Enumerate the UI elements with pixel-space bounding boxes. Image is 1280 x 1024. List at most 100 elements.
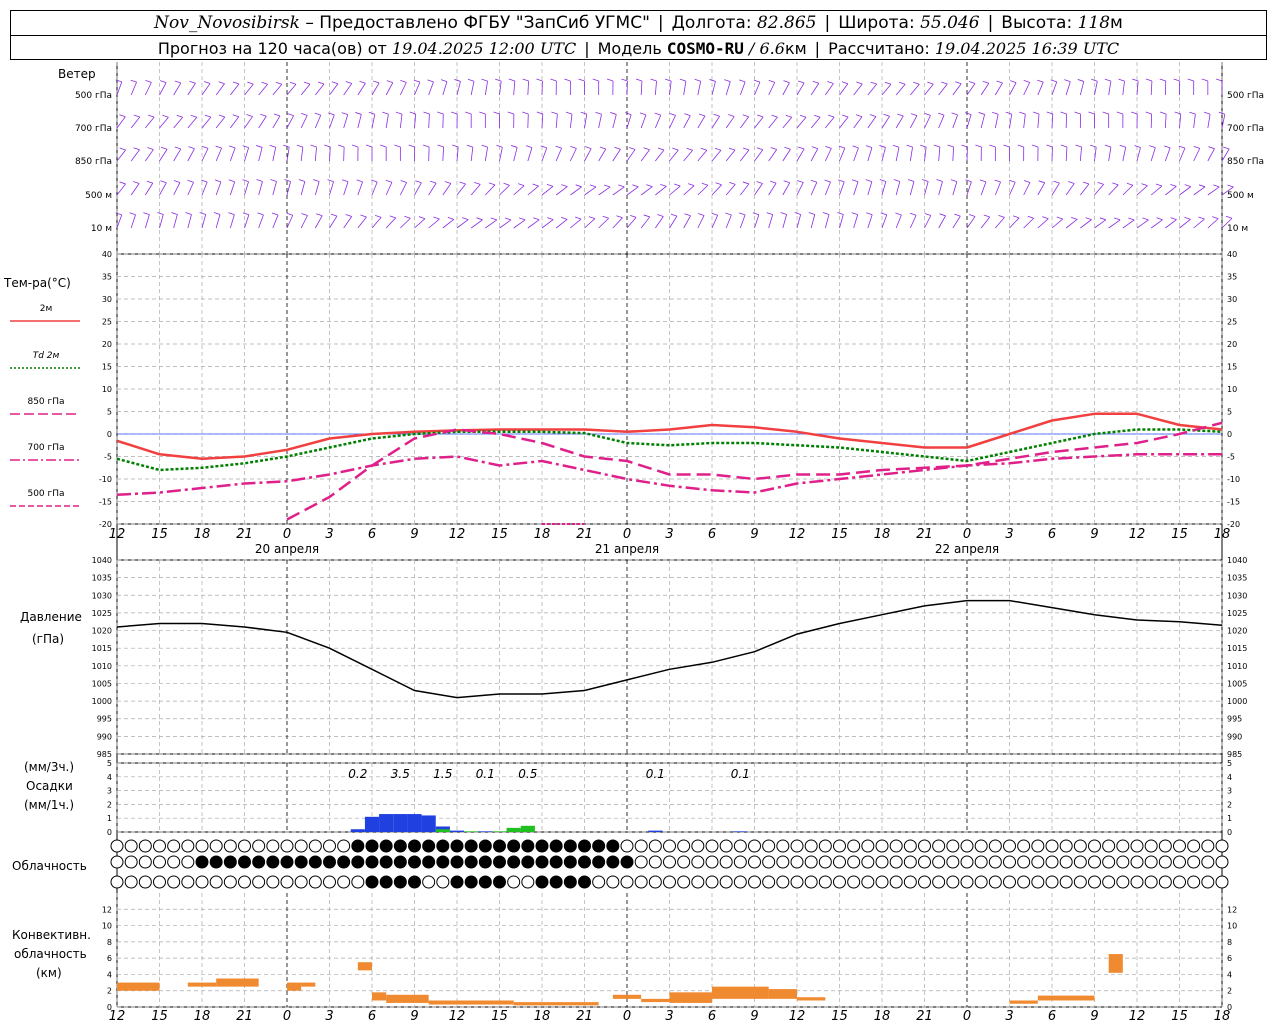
wind-barb-flag — [893, 179, 900, 182]
cloud-symbol — [478, 839, 492, 853]
wind-barb-flag — [920, 144, 927, 148]
wind-barb-flag — [341, 179, 349, 183]
wind-barb-flag — [355, 112, 362, 115]
wind-barb — [754, 214, 760, 229]
wind-barb — [1122, 184, 1134, 196]
wind-barb — [230, 116, 240, 129]
cloud-symbol — [1201, 875, 1215, 889]
wind-barb — [513, 185, 525, 196]
wind-barb-flag — [694, 78, 701, 82]
wind-barb-flag — [643, 214, 650, 218]
cloud-symbol — [903, 855, 917, 869]
cloud-symbol — [776, 855, 790, 869]
wind-barb-flag — [148, 114, 155, 118]
cloud-symbol — [918, 875, 931, 889]
wind-barb-flag — [679, 78, 687, 82]
wind-barb — [655, 149, 665, 162]
wind-barb-flag — [256, 145, 263, 148]
wind-barb-flag — [427, 79, 434, 83]
cloud-symbol — [1130, 839, 1144, 853]
wind-barb-flag — [1164, 145, 1171, 149]
wind-barb — [1193, 186, 1206, 196]
wind-barb — [584, 218, 596, 229]
wind-barb — [966, 114, 972, 129]
precip-bar — [449, 830, 465, 832]
pres-ytick-right: 1020 — [1227, 627, 1247, 636]
wind-barb-flag — [771, 114, 778, 118]
wind-barb — [527, 219, 540, 229]
wind-barb — [555, 219, 568, 229]
precip-unit-1h: (мм/1ч.) — [24, 798, 75, 812]
cloud-symbol — [393, 839, 407, 853]
wind-barb-flag — [729, 181, 736, 185]
wind-barb-flag — [635, 78, 643, 82]
wind-barb-flag — [933, 144, 940, 148]
wind-level-label-right: 700 гПа — [1227, 124, 1264, 134]
cloud-symbol — [677, 839, 691, 853]
wind-barb-flag — [983, 214, 990, 218]
wind-barb-flag — [1113, 217, 1121, 221]
cloud-symbol — [578, 875, 591, 889]
cloud-symbol — [408, 855, 421, 869]
cloud-symbol — [195, 839, 209, 853]
wind-barb-flag — [1012, 215, 1020, 219]
cloud-symbol — [521, 839, 535, 853]
wind-barb-flag — [828, 114, 835, 118]
wind-barb — [853, 116, 863, 129]
wind-barb-flag — [328, 112, 335, 116]
wind-barb-flag — [1208, 146, 1215, 150]
wind-barb — [215, 214, 221, 229]
cloud-symbol — [606, 839, 620, 853]
conv-ytick-right: 10 — [1227, 922, 1237, 931]
wind-barb — [400, 217, 411, 229]
wind-barb-flag — [331, 81, 339, 85]
wind-barb-flag — [467, 78, 475, 82]
precip-total-label: 3.5 — [391, 767, 410, 781]
wind-barb-flag — [133, 114, 140, 118]
wind-barb-flag — [674, 183, 681, 187]
conv-cloud-bar — [669, 992, 712, 1003]
wind-barb-flag — [1212, 216, 1219, 220]
wind-barb-flag — [1134, 145, 1141, 148]
wind-barb-flag — [654, 112, 661, 116]
wind-barb-flag — [157, 212, 164, 215]
wind-barb-flag — [757, 114, 764, 118]
wind-barb-flag — [998, 215, 1005, 218]
cloud-symbol — [903, 875, 917, 889]
cloud-symbol — [238, 875, 251, 889]
wind-title: Ветер — [58, 67, 96, 81]
wind-barb-flag — [797, 180, 804, 183]
wind-barb — [1009, 182, 1016, 196]
wind-barb — [329, 146, 331, 162]
wind-barb — [570, 186, 582, 196]
conv-ytick-right: 0 — [1227, 1003, 1232, 1012]
wind-barb-flag — [256, 179, 263, 182]
wind-level-label: 10 м — [91, 224, 112, 234]
wind-barb-flag — [1184, 216, 1191, 220]
cloud-symbol — [563, 855, 577, 869]
wind-barb — [867, 147, 873, 162]
wind-barb-flag — [570, 146, 577, 149]
wind-barb-flag — [1050, 79, 1057, 83]
wind-barb-flag — [1193, 146, 1200, 149]
wind-barb-flag — [517, 183, 525, 187]
wind-barb-flag — [1071, 216, 1078, 220]
cloud-symbol — [733, 875, 747, 889]
wind-barb-flag — [687, 183, 695, 187]
wind-barb — [924, 115, 931, 129]
temp-hour-tick: 15 — [831, 527, 848, 542]
wind-barb-flag — [466, 144, 473, 148]
cloud-symbol — [592, 839, 606, 853]
temp-ytick: 35 — [102, 273, 112, 282]
temp-ytick: 15 — [102, 363, 112, 372]
cloud-symbol — [209, 839, 223, 853]
wind-barb-flag — [160, 80, 167, 84]
conv-cloud-bar — [117, 982, 160, 991]
temp-legend-label: 850 гПа — [27, 397, 64, 407]
wind-barb-flag — [870, 81, 877, 85]
wind-barb-flag — [1037, 79, 1044, 83]
wind-barb-flag — [1149, 145, 1156, 149]
wind-barb — [584, 186, 597, 196]
cloud-symbol — [620, 839, 634, 853]
wind-barb-flag — [380, 144, 387, 148]
